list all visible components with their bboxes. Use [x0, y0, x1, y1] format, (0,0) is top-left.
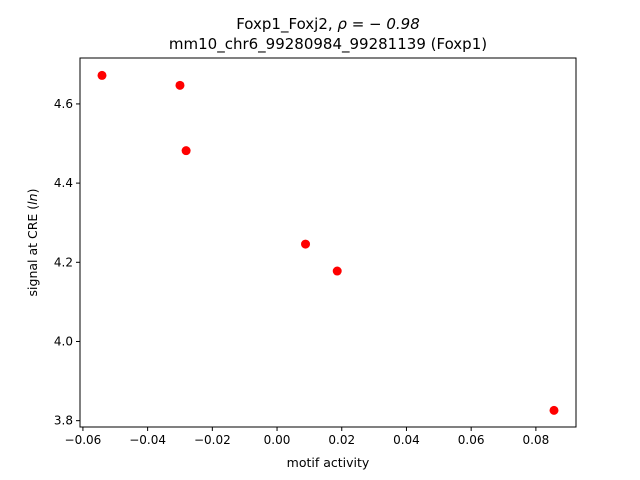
y-tick-label: 4.4: [54, 176, 73, 190]
data-point: [97, 70, 107, 80]
data-points: [97, 70, 559, 415]
chart-title-rho: ρ = − 0.98: [337, 15, 419, 33]
x-tick-label: −0.04: [129, 433, 166, 447]
data-point: [175, 80, 185, 90]
x-axis-label: motif activity: [287, 455, 370, 470]
x-tick-label: 0.00: [264, 433, 291, 447]
x-tick-label: 0.06: [458, 433, 485, 447]
plot-area: [80, 58, 576, 427]
x-tick-label: 0.08: [523, 433, 550, 447]
x-axis-ticks: −0.06 −0.04 −0.02 0.00 0.02 0.04 0.06 0.08: [65, 427, 550, 447]
data-point: [301, 239, 311, 249]
y-tick-label: 4.6: [54, 97, 73, 111]
y-tick-label: 3.8: [54, 414, 73, 428]
y-tick-label: 4.0: [54, 334, 73, 348]
chart-title-prefix: Foxp1_Foxj2,: [236, 15, 337, 34]
y-axis-ticks: 3.8 4.0 4.2 4.4 4.6: [54, 97, 80, 428]
x-tick-label: 0.02: [328, 433, 355, 447]
y-tick-label: 4.2: [54, 255, 73, 269]
plot-frame: [79, 57, 577, 428]
data-point: [332, 266, 342, 276]
x-tick-label: 0.04: [393, 433, 420, 447]
chart-title-line1: Foxp1_Foxj2, ρ = − 0.98: [236, 15, 420, 34]
chart-title-line2: mm10_chr6_99280984_99281139 (Foxp1): [169, 35, 487, 54]
data-point: [181, 146, 191, 156]
y-axis-label: signal at CRE (ln): [25, 189, 40, 297]
y-axis-label-suffix: ): [25, 189, 40, 194]
y-axis-label-italic: ln: [25, 193, 40, 204]
data-point: [549, 405, 559, 415]
x-tick-label: −0.06: [65, 433, 102, 447]
y-axis-label-prefix: signal at CRE (: [25, 205, 40, 297]
x-tick-label: −0.02: [194, 433, 231, 447]
